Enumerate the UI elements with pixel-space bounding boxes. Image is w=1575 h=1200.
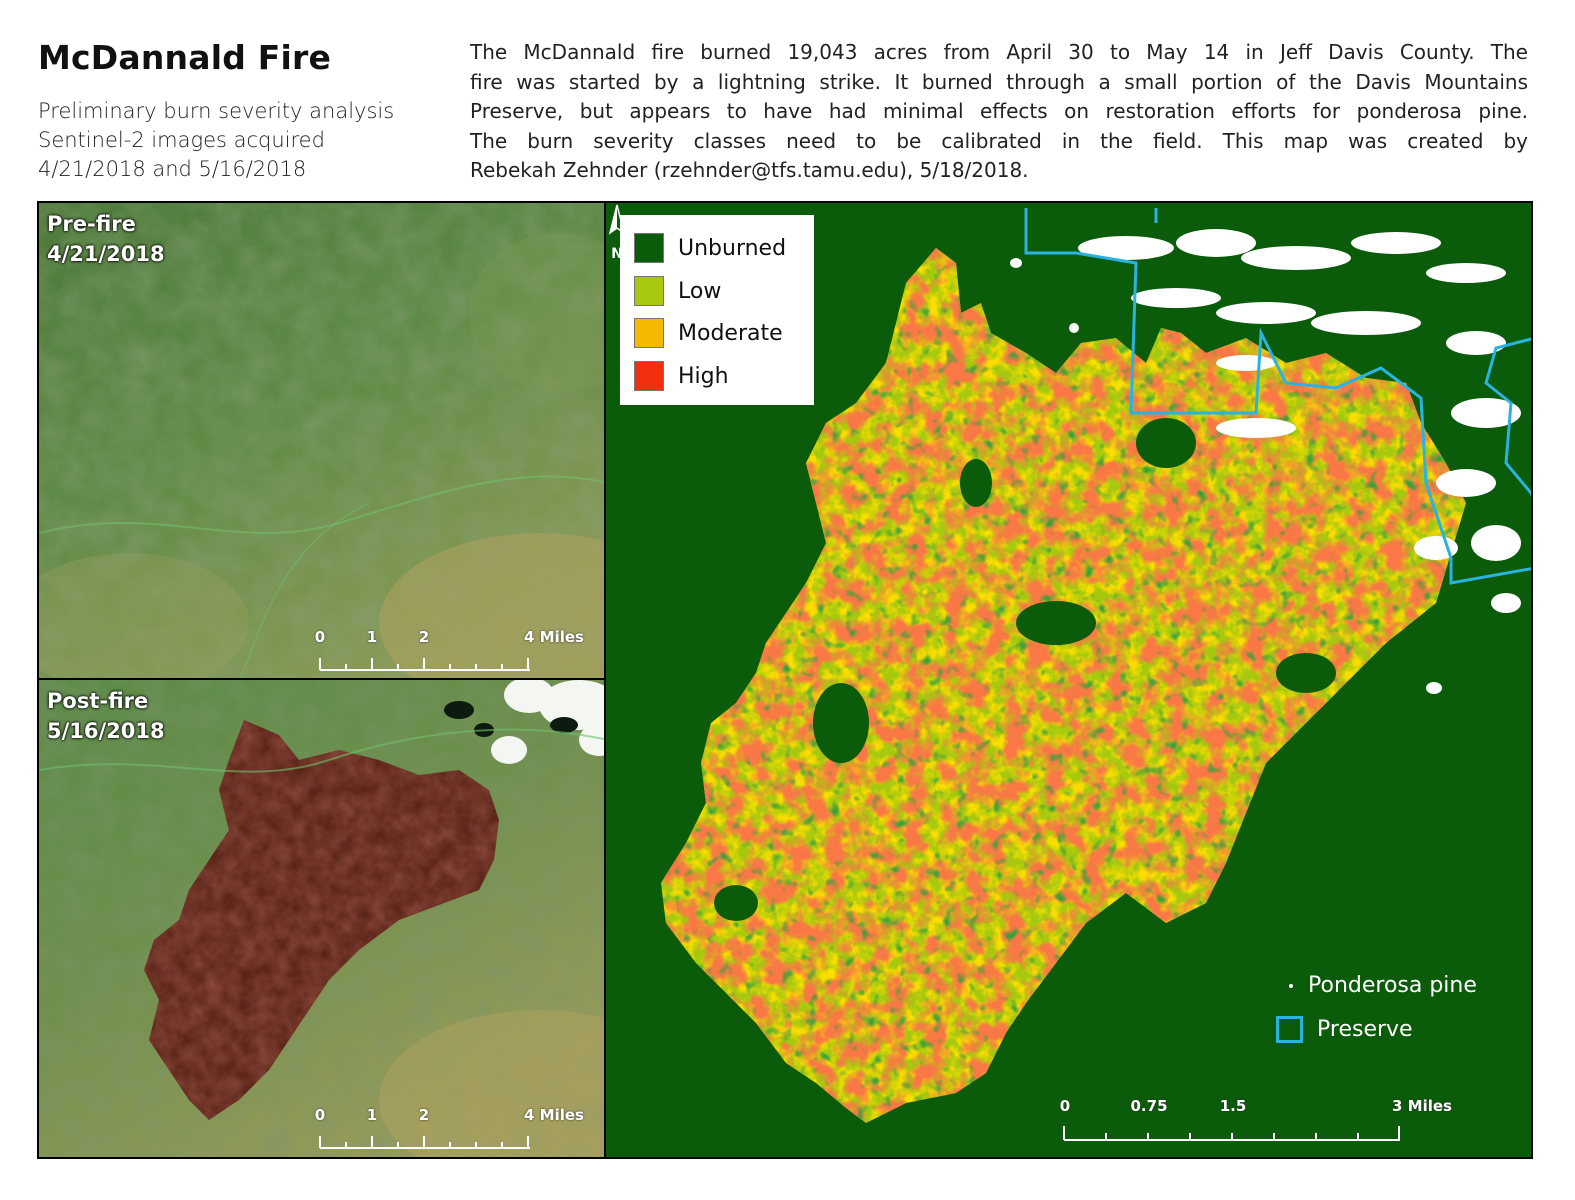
description-line: The McDannald fire burned 19,043 acres f… xyxy=(470,40,1528,64)
scale-bar-line xyxy=(319,658,530,671)
pre-fire-title: Pre-fire xyxy=(47,212,136,236)
scale-label: 1.5 xyxy=(1219,1097,1247,1115)
subtitle-line: Preliminary burn severity analysis xyxy=(38,99,395,123)
scale-bar-line xyxy=(1063,1126,1400,1141)
pine-dot-icon xyxy=(1289,983,1293,988)
post-fire-title: Post-fire xyxy=(47,689,149,713)
legend-item-moderate: Moderate xyxy=(634,316,783,350)
legend-swatch-high xyxy=(634,361,664,391)
legend-item-high: High xyxy=(634,359,729,393)
subtitle-line: Sentinel-2 images acquired xyxy=(38,128,325,152)
scale-label: 0 xyxy=(314,1106,326,1124)
clouds xyxy=(491,680,604,764)
main-scale-bar: 0 0.75 1.5 3 Miles xyxy=(1054,1097,1474,1147)
burn-severity-map: Unburned Low Moderate High Ponderosa pin… xyxy=(604,201,1533,1159)
pre-fire-label: Pre-fire 4/21/2018 xyxy=(47,209,165,269)
description-line: fire was started by a lightning strike. … xyxy=(470,69,1528,94)
scale-label: 2 xyxy=(418,628,430,646)
legend-swatch-moderate xyxy=(634,318,664,348)
scale-label: 0 xyxy=(314,628,326,646)
scale-label: 4 Miles xyxy=(524,628,584,646)
unburned-islands xyxy=(714,418,1336,921)
legend-label: Ponderosa pine xyxy=(1308,973,1477,998)
pre-fire-date: 4/21/2018 xyxy=(47,242,165,266)
legend-item-low: Low xyxy=(634,274,721,308)
description-line: Preserve, but appears to have had minima… xyxy=(470,99,1528,123)
description-line: The burn severity classes need to be cal… xyxy=(470,128,1528,153)
subtitle-line: 4/21/2018 and 5/16/2018 xyxy=(38,157,307,181)
legend-label: Low xyxy=(678,278,722,304)
map-description: The McDannald fire burned 19,043 acres f… xyxy=(470,38,1528,186)
post-fire-scale-bar: 0 1 2 4 Miles xyxy=(314,1106,604,1156)
legend-label: Unburned xyxy=(678,235,787,261)
legend-label: High xyxy=(678,363,729,389)
severity-legend: Unburned Low Moderate High xyxy=(620,215,814,405)
description-line: Rebekah Zehnder (rzehnder@tfs.tamu.edu),… xyxy=(470,158,1029,182)
scale-label: 1 xyxy=(366,628,378,646)
map-title: McDannald Fire xyxy=(38,38,332,77)
post-fire-panel: Post-fire 5/16/2018 0 1 2 4 Miles xyxy=(37,678,606,1159)
post-fire-label: Post-fire 5/16/2018 xyxy=(47,686,165,746)
pre-fire-panel: Pre-fire 4/21/2018 0 1 2 4 Miles xyxy=(37,201,606,680)
scale-label: 1 xyxy=(366,1106,378,1124)
preserve-box-icon xyxy=(1276,1016,1303,1043)
legend-label: Moderate xyxy=(678,320,783,346)
post-fire-date: 5/16/2018 xyxy=(47,719,165,743)
north-label: N xyxy=(611,246,623,262)
post-fire-satellite-image xyxy=(39,680,604,1157)
preserve-boundary xyxy=(1024,208,1531,585)
scale-label: 3 Miles xyxy=(1392,1097,1452,1115)
ponderosa-pine-points xyxy=(1010,229,1521,694)
scale-bar-line xyxy=(319,1136,530,1149)
north-arrow-icon: N xyxy=(608,204,626,262)
scale-label: 0.75 xyxy=(1130,1097,1168,1115)
legend-item-unburned: Unburned xyxy=(634,231,786,265)
legend-swatch-low xyxy=(634,276,664,306)
scale-label: 2 xyxy=(418,1106,430,1124)
legend-label: Preserve xyxy=(1317,1017,1413,1042)
legend-item-preserve: Preserve xyxy=(1276,1016,1413,1043)
map-subtitle: Preliminary burn severity analysis Senti… xyxy=(38,97,394,184)
legend-swatch-unburned xyxy=(634,233,664,263)
pre-fire-scale-bar: 0 1 2 4 Miles xyxy=(314,628,604,678)
scale-label: 0 xyxy=(1059,1097,1071,1115)
scale-label: 4 Miles xyxy=(524,1106,584,1124)
legend-item-ponderosa-pine: Ponderosa pine xyxy=(1276,973,1477,998)
pre-fire-satellite-image xyxy=(39,203,604,678)
